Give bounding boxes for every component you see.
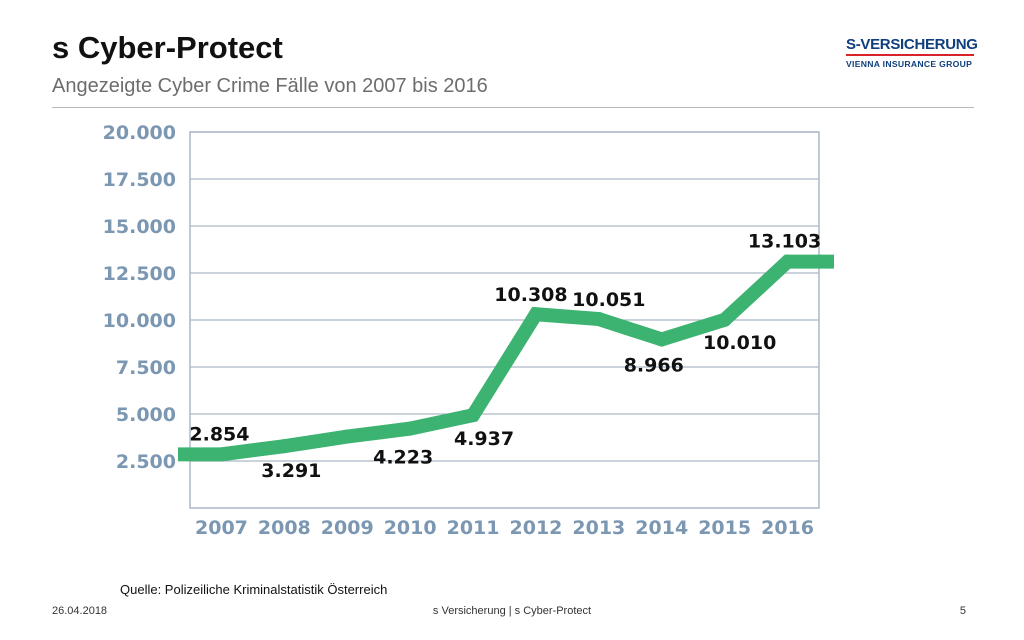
x-tick-label: 2010: [384, 517, 437, 539]
logo-tagline: VIENNA INSURANCE GROUP: [846, 59, 973, 69]
series-line: [178, 254, 834, 462]
x-tick-label: 2009: [321, 517, 374, 539]
data-label: 4.937: [454, 428, 514, 450]
y-tick-label: 20.000: [103, 122, 176, 144]
x-tick-label: 2007: [195, 517, 248, 539]
y-tick-label: 17.500: [103, 169, 176, 191]
brand-logo: S-VERSICHERUNG VIENNA INSURANCE GROUP: [846, 36, 978, 69]
y-tick-label: 12.500: [103, 263, 176, 285]
page-subtitle: Angezeigte Cyber Crime Fälle von 2007 bi…: [52, 75, 488, 97]
data-point: [528, 307, 543, 322]
data-label: 10.010: [703, 332, 776, 354]
y-tick-label: 2.500: [116, 451, 176, 473]
page-title: s Cyber-Protect: [52, 30, 283, 65]
y-tick-label: 7.500: [116, 357, 176, 379]
x-tick-label: 2012: [510, 517, 563, 539]
x-tick-label: 2008: [258, 517, 311, 539]
source-note: Quelle: Polizeiliche Kriminalstatistik Ö…: [120, 582, 388, 597]
x-tick-label: 2015: [698, 517, 751, 539]
data-point: [403, 421, 418, 436]
x-tick-label: 2014: [635, 517, 688, 539]
data-point: [214, 447, 229, 462]
data-label: 8.966: [624, 354, 684, 376]
logo-red-bar: [846, 54, 974, 56]
data-point: [340, 429, 355, 444]
data-point: [780, 254, 795, 269]
data-point: [654, 332, 669, 347]
y-tick-label: 5.000: [116, 404, 176, 426]
header-divider: [52, 107, 974, 108]
data-point: [466, 408, 481, 423]
y-tick-label: 15.000: [103, 216, 176, 238]
data-label: 2.854: [189, 423, 249, 445]
footer-title: s Versicherung | s Cyber-Protect: [432, 605, 592, 617]
x-tick-label: 2013: [572, 517, 625, 539]
data-point: [591, 312, 606, 327]
data-label: 10.051: [572, 289, 645, 311]
x-tick-label: 2016: [761, 517, 814, 539]
data-label: 13.103: [748, 231, 821, 253]
data-label: 3.291: [261, 460, 321, 482]
page-number: 5: [959, 605, 966, 617]
logo-name: S-VERSICHERUNG: [846, 36, 978, 53]
footer-date: 26.04.2018: [52, 605, 108, 617]
data-point: [277, 439, 292, 454]
data-point: [717, 312, 732, 327]
y-tick-label: 10.000: [103, 310, 176, 332]
data-label: 4.223: [373, 447, 433, 469]
x-tick-label: 2011: [447, 517, 500, 539]
data-label: 10.308: [494, 284, 567, 306]
